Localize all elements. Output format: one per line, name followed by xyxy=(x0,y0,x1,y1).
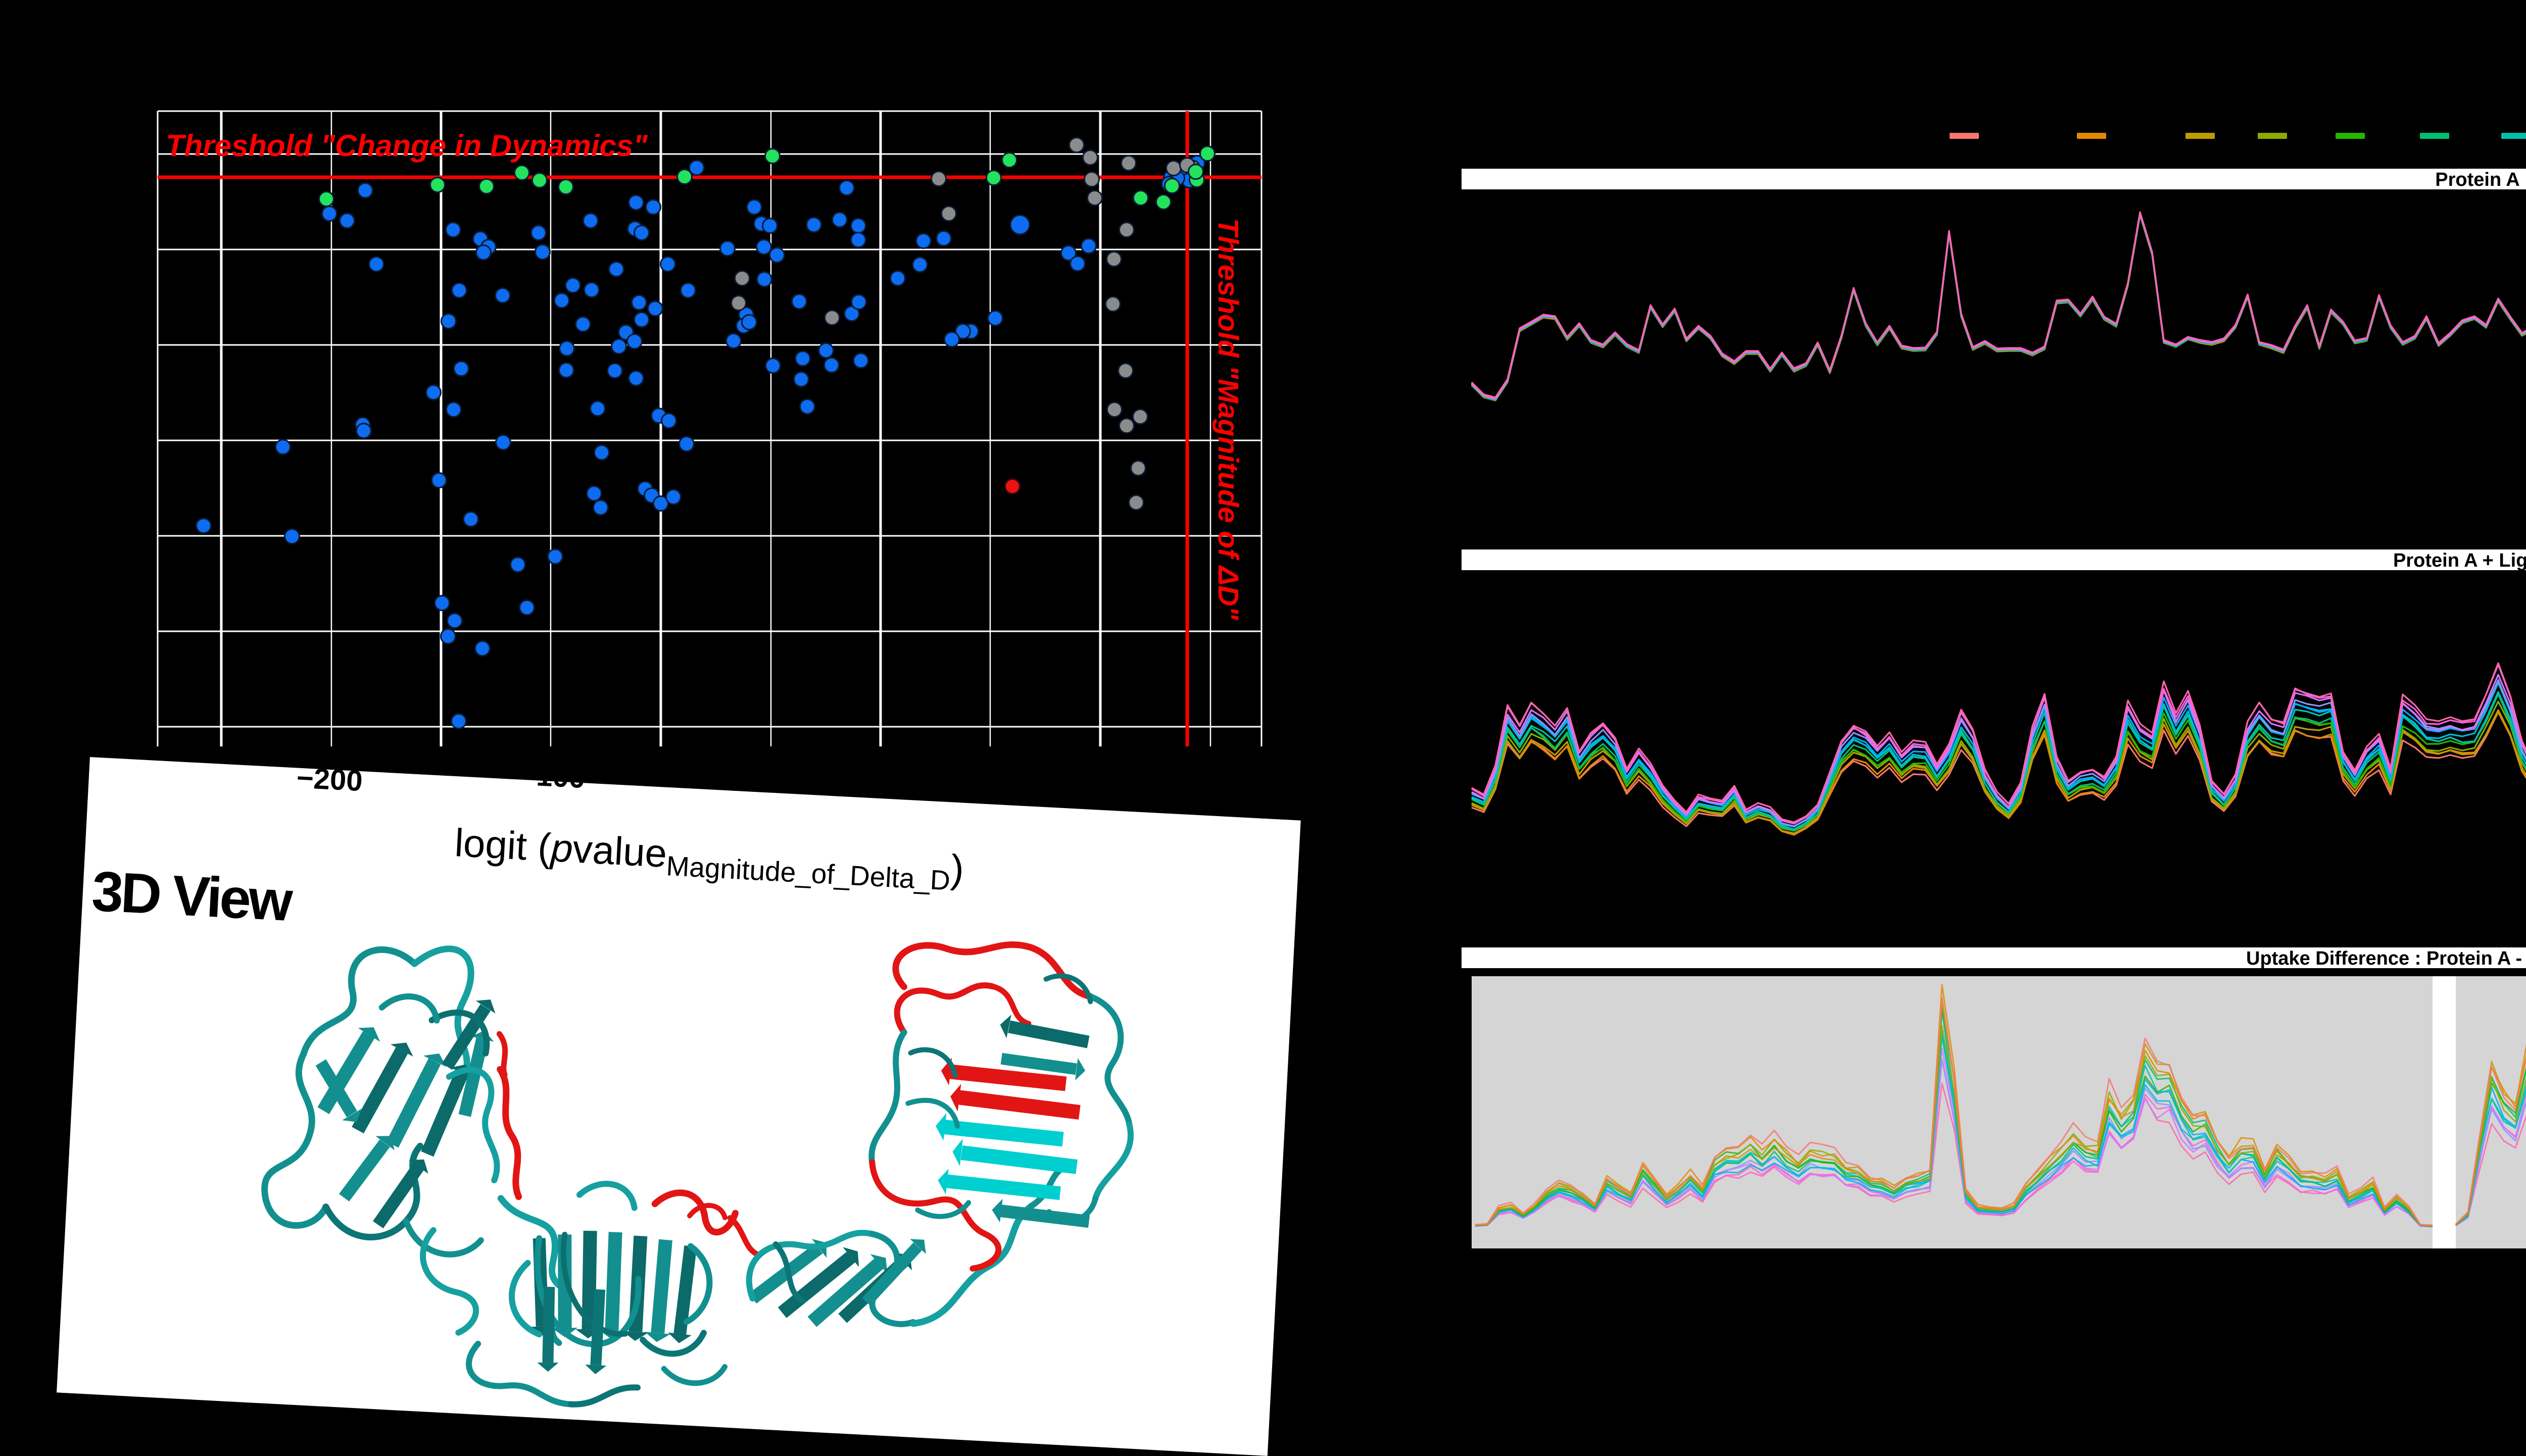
svg-text:Protein A + Ligand: Protein A + Ligand xyxy=(2393,550,2526,571)
svg-text:Protein A: Protein A xyxy=(2435,169,2520,190)
svg-text:Uptake Difference : Protein A: Uptake Difference : Protein A - (Protein… xyxy=(2246,948,2526,969)
